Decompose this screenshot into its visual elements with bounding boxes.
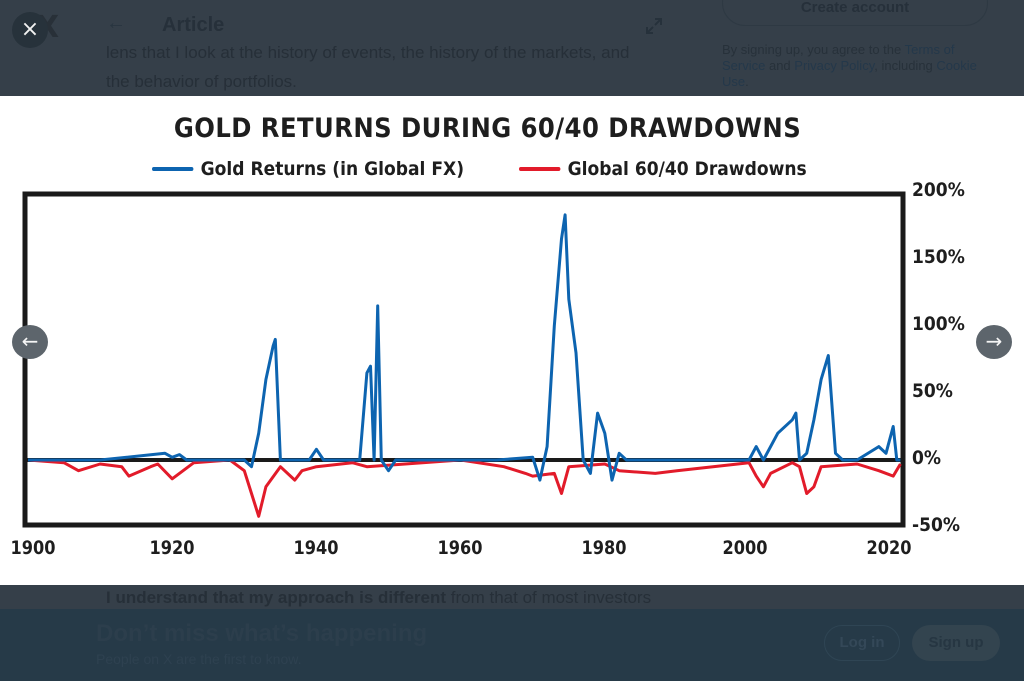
x-tick-label: 1920 [149, 537, 195, 559]
previous-image-button[interactable]: ← [12, 325, 48, 359]
y-tick-label: 100% [912, 313, 965, 335]
article-text-line: I understand that my approach is differe… [106, 588, 651, 608]
plot-area [22, 191, 906, 528]
x-tick-label: 2020 [866, 537, 912, 559]
plot-frame [22, 191, 906, 528]
article-regular-text: from that of most investors [446, 588, 652, 607]
privacy-policy-link[interactable]: Privacy Policy [794, 58, 875, 73]
article-header: X ← Article lens that I look at the hist… [0, 0, 1024, 96]
terms-mid: , including [874, 58, 937, 73]
gold-series-line [28, 213, 901, 482]
x-tick-label: 2000 [722, 537, 768, 559]
legend-label: Global 60/40 Drawdowns [567, 158, 807, 180]
terms-end: . [745, 74, 749, 89]
terms-text: By signing up, you agree to the Terms of… [722, 42, 992, 90]
x-tick-label: 1940 [293, 537, 339, 559]
close-viewer-button[interactable]: × [12, 12, 48, 48]
y-tick-label: 0% [912, 447, 942, 469]
chart-legend: Gold Returns (in Global FX) Global 60/40… [152, 158, 858, 180]
article-text-line: the behavior of portfolios. [106, 72, 297, 91]
legend-swatch-red [518, 167, 561, 171]
article-text-line: lens that I look at the history of event… [106, 43, 630, 62]
sign-up-button[interactable]: Sign up [912, 625, 1000, 661]
back-arrow-icon[interactable]: ← [106, 12, 126, 34]
create-account-button[interactable]: Create account [722, 0, 988, 26]
y-tick-label: 50% [912, 380, 953, 402]
signup-banner: Don’t miss what’s happening People on X … [0, 609, 1024, 681]
log-in-button[interactable]: Log in [824, 625, 900, 661]
banner-subtext: People on X are the first to know. [96, 651, 302, 667]
article-bold-text: I understand that my approach is differe… [106, 588, 447, 607]
y-tick-label: 150% [912, 246, 965, 268]
terms-pre: By signing up, you agree to the [722, 42, 905, 57]
legend-item-gold: Gold Returns (in Global FX) [152, 158, 464, 180]
terms-of-service-link[interactable]: Terms of Service [722, 42, 955, 73]
banner-headline: Don’t miss what’s happening [96, 620, 428, 647]
article-text-strip [0, 585, 1024, 609]
next-image-button[interactable]: → [976, 325, 1012, 359]
y-tick-label: 200% [912, 179, 965, 201]
legend-label: Gold Returns (in Global FX) [200, 158, 465, 180]
x-tick-label: 1980 [581, 537, 627, 559]
cookie-use-link[interactable]: Cookie Use [722, 58, 977, 89]
legend-item-drawdown: Global 60/40 Drawdowns [518, 158, 807, 180]
y-tick-label: -50% [912, 514, 961, 536]
chart-image: GOLD RETURNS DURING 60/40 DRAWDOWNS Gold… [0, 96, 1024, 585]
terms-and: and [765, 58, 795, 73]
legend-swatch-blue [152, 167, 194, 171]
chart-title: GOLD RETURNS DURING 60/40 DRAWDOWNS [173, 113, 802, 144]
x-tick-label: 1960 [437, 537, 483, 559]
expand-icon[interactable] [644, 16, 664, 36]
page-title: Article [162, 14, 225, 36]
drawdown-series-line [27, 458, 902, 518]
x-tick-label: 1900 [10, 537, 56, 559]
